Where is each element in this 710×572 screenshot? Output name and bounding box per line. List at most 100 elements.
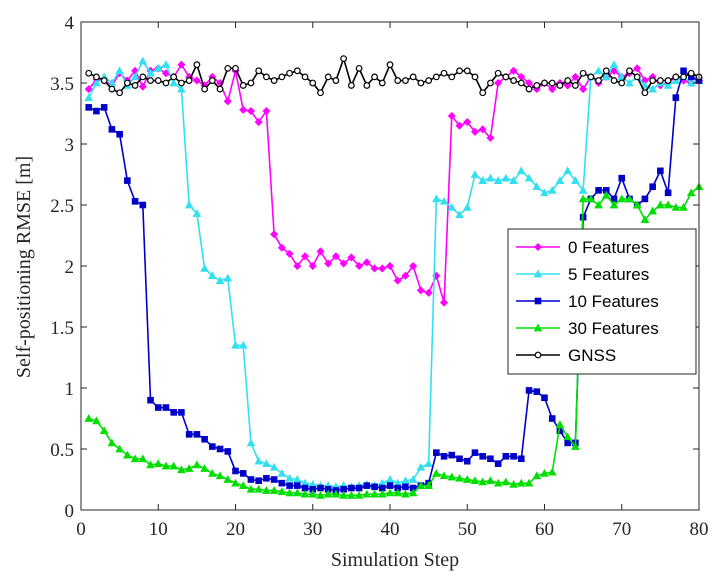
data-point: [270, 230, 279, 239]
data-point: [139, 201, 147, 209]
data-point: [238, 340, 248, 349]
data-point: [246, 107, 255, 116]
data-point: [223, 475, 233, 483]
data-point: [324, 259, 333, 268]
data-point: [216, 85, 224, 93]
y-tick-label: 0.5: [50, 440, 74, 461]
data-point: [541, 394, 548, 402]
data-point: [200, 264, 209, 272]
x-tick-label: 70: [612, 519, 631, 540]
data-point: [93, 73, 100, 81]
data-point: [540, 468, 549, 477]
data-point: [169, 461, 179, 470]
data-point: [439, 471, 449, 480]
data-point: [664, 189, 672, 197]
data-point: [216, 445, 224, 453]
data-point: [424, 459, 433, 467]
data-point: [462, 203, 472, 211]
data-point: [525, 387, 533, 394]
data-point: [409, 261, 418, 271]
data-point: [371, 483, 378, 491]
data-point: [339, 490, 348, 499]
data-point: [231, 340, 240, 349]
data-point: [463, 457, 471, 465]
data-point: [633, 64, 642, 73]
data-point: [130, 454, 140, 463]
data-point: [510, 77, 517, 84]
data-point: [363, 82, 371, 89]
data-point: [610, 77, 618, 84]
y-tick-label: 3.5: [50, 74, 74, 95]
data-point: [201, 435, 208, 443]
x-tick-label: 0: [76, 519, 86, 540]
data-point: [417, 79, 425, 87]
data-point: [401, 271, 410, 280]
data-point: [100, 77, 108, 84]
data-point: [440, 453, 448, 460]
legend-label: 10 Features: [568, 292, 659, 311]
legend-label: 30 Features: [568, 319, 659, 338]
data-point: [138, 82, 147, 91]
legend-entry: 0 Features: [516, 238, 649, 257]
data-point: [185, 431, 193, 438]
data-point: [99, 426, 109, 435]
data-point: [432, 73, 440, 81]
data-point: [339, 259, 348, 268]
data-point: [416, 462, 426, 471]
data-point: [487, 79, 494, 87]
data-point: [348, 484, 355, 492]
data-point: [680, 73, 687, 81]
data-point: [517, 166, 526, 175]
data-point: [618, 174, 626, 182]
data-point: [193, 431, 201, 438]
data-point: [301, 252, 310, 261]
data-point: [354, 490, 364, 499]
data-point: [377, 489, 387, 498]
data-point: [355, 484, 363, 492]
data-point: [178, 79, 185, 87]
data-point: [656, 200, 665, 209]
data-point: [170, 409, 177, 416]
data-point: [262, 107, 271, 116]
data-point: [493, 478, 503, 487]
legend: 0 Features 5 Features 10 Features 30 Featur…: [507, 228, 697, 375]
data-point: [278, 73, 286, 81]
data-point: [393, 488, 403, 497]
data-point: [246, 484, 256, 493]
data-point: [524, 478, 534, 487]
legend-entry: GNSS: [516, 346, 616, 365]
data-point: [408, 488, 418, 497]
axes-layer: 0 10 20 30 40 50 60 70 80 0 0.5 1 1.5 2 2.5 3 3.5 4: [50, 13, 708, 540]
y-tick-label: 1: [65, 379, 75, 400]
data-point: [586, 194, 596, 203]
data-point: [455, 473, 464, 482]
data-point: [595, 187, 602, 194]
series-layer: [84, 55, 704, 499]
data-point: [130, 72, 140, 81]
series-gnss: [85, 55, 703, 97]
data-point: [177, 60, 186, 69]
data-point: [548, 85, 557, 94]
data-point: [386, 482, 394, 489]
legend-label: GNSS: [568, 346, 616, 365]
data-point: [316, 247, 325, 256]
legend-label: 0 Features: [568, 238, 649, 257]
data-point: [208, 271, 217, 280]
data-point: [286, 69, 293, 77]
data-point: [663, 81, 673, 89]
data-point: [232, 467, 239, 475]
data-point: [100, 104, 108, 111]
data-point: [107, 438, 117, 447]
data-point: [501, 173, 511, 182]
data-point: [657, 167, 664, 175]
data-point: [494, 69, 502, 77]
series-10-features: [85, 67, 703, 494]
data-point: [679, 203, 688, 211]
data-point: [618, 79, 626, 87]
data-point: [193, 61, 201, 69]
y-tick-label: 3: [65, 135, 75, 156]
data-point: [547, 185, 557, 194]
data-point: [534, 297, 542, 305]
legend-label: 5 Features: [568, 265, 649, 284]
data-point: [548, 415, 556, 422]
